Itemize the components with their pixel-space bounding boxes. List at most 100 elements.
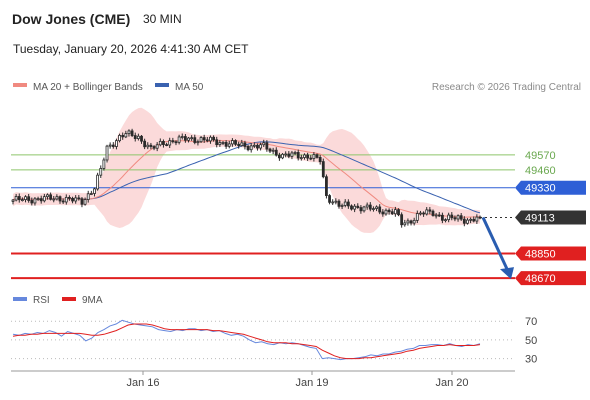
candle-body — [230, 140, 234, 145]
candle-body — [83, 199, 87, 205]
candle — [312, 152, 316, 162]
candle-body — [450, 214, 454, 219]
candle — [187, 136, 190, 143]
candle — [61, 198, 65, 204]
candle-body — [39, 198, 43, 202]
candle — [444, 218, 447, 223]
candle — [102, 157, 106, 171]
candle-body — [281, 153, 284, 159]
candle-body — [403, 222, 407, 226]
rsi-tick-70: 70 — [525, 316, 537, 328]
candle-body — [378, 206, 382, 213]
candle — [121, 132, 125, 140]
candle — [230, 138, 234, 147]
candle — [52, 195, 56, 203]
candle-body — [240, 142, 244, 146]
candle-body — [415, 213, 419, 221]
candle-body — [447, 214, 451, 221]
candle-body — [353, 205, 357, 210]
candle — [315, 153, 319, 159]
candle — [350, 204, 353, 211]
candle-body — [459, 215, 463, 220]
candle-body — [478, 216, 482, 219]
candle-body — [202, 137, 206, 141]
candle-body — [11, 199, 15, 202]
candle-body — [171, 140, 175, 143]
candle-body — [49, 194, 53, 200]
candle-body — [368, 204, 372, 210]
candle — [296, 149, 300, 161]
candle — [368, 202, 372, 212]
candle-body — [303, 154, 306, 158]
candle-body — [118, 134, 121, 142]
candle — [393, 206, 397, 217]
candle — [306, 152, 310, 161]
candle — [36, 196, 40, 201]
candle — [400, 212, 404, 228]
candle-body — [334, 200, 338, 203]
candle — [459, 213, 463, 221]
candle — [39, 195, 43, 204]
candle — [466, 218, 469, 225]
candle — [227, 140, 231, 149]
candle-body — [331, 201, 335, 204]
candle-body — [278, 154, 281, 159]
candle-body — [174, 141, 178, 144]
candle — [49, 192, 53, 201]
candle — [390, 208, 394, 215]
candle-body — [419, 212, 422, 215]
candle-body — [149, 144, 153, 147]
candle-body — [190, 137, 194, 140]
candle-body — [14, 196, 18, 201]
candle — [11, 198, 15, 205]
candle-body — [111, 144, 115, 147]
forecast-arrow-head — [500, 267, 514, 280]
candle-body — [390, 211, 394, 215]
candle — [130, 128, 134, 138]
candle-body — [290, 152, 294, 157]
candle — [340, 203, 344, 210]
candle — [127, 129, 131, 137]
candle — [434, 212, 438, 219]
candle-body — [440, 214, 444, 221]
candle — [299, 154, 303, 161]
candle-body — [183, 136, 187, 141]
candle — [199, 136, 203, 143]
candle-body — [199, 137, 203, 143]
candle-body — [393, 209, 397, 215]
ma20-legend-swatch — [13, 83, 27, 87]
candle-body — [268, 148, 272, 152]
candle — [143, 138, 147, 150]
candle-body — [469, 218, 472, 221]
candle-body — [315, 154, 319, 158]
candle-body — [259, 144, 263, 149]
candle-body — [475, 216, 479, 222]
candle — [346, 199, 350, 209]
candle — [180, 133, 184, 140]
candle-body — [321, 161, 325, 178]
candle — [46, 193, 49, 200]
level-label-49570: 49570 — [525, 150, 556, 162]
candle-body — [205, 139, 209, 142]
candle-body — [271, 149, 275, 152]
candle — [96, 172, 100, 191]
candle — [71, 196, 74, 204]
candle-body — [152, 146, 156, 149]
candle-body — [293, 152, 297, 154]
candle — [218, 139, 222, 147]
candle-body — [328, 195, 331, 203]
candle — [237, 141, 241, 149]
candle-body — [227, 143, 231, 147]
candle — [397, 208, 400, 217]
candle-body — [140, 135, 143, 142]
level-tag-48670 — [515, 271, 586, 286]
ma20-line — [12, 140, 481, 218]
candle — [14, 193, 18, 202]
candle-body — [472, 218, 476, 222]
candle — [24, 195, 27, 203]
candle — [384, 208, 388, 216]
candle — [265, 140, 269, 152]
candle-body — [397, 209, 400, 216]
candle-body — [127, 130, 131, 135]
candle — [243, 140, 247, 150]
